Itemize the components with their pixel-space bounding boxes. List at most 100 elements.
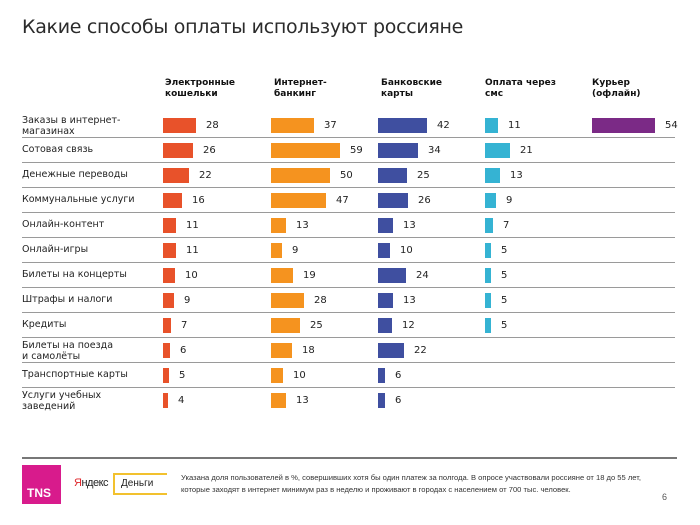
- category-label: Транспортные карты: [22, 369, 152, 380]
- column-header: Электронные кошельки: [165, 78, 265, 100]
- bar: [485, 168, 500, 183]
- bar-value-label: 13: [510, 170, 523, 181]
- tns-logo-text: TNS: [27, 486, 51, 500]
- tns-logo: TNS: [22, 465, 61, 504]
- category-label-line: Заказы в интернет-: [22, 115, 121, 126]
- bar-value-label: 28: [314, 295, 327, 306]
- bar-value-label: 25: [310, 320, 323, 331]
- bar: [378, 143, 418, 158]
- bar-value-label: 34: [428, 145, 441, 156]
- bar-value-label: 21: [520, 145, 533, 156]
- row-divider: [22, 287, 675, 288]
- bar-value-label: 5: [501, 295, 508, 306]
- column-header-line: карты: [381, 89, 413, 99]
- bar-value-label: 11: [186, 245, 199, 256]
- bar: [163, 368, 169, 383]
- bar: [163, 393, 168, 408]
- bar-value-label: 13: [403, 295, 416, 306]
- column-header-line: смс: [485, 89, 504, 99]
- yandex-logo: Яндекс: [74, 477, 108, 489]
- category-label-line: Коммунальные услуги: [22, 194, 135, 205]
- bar: [163, 243, 176, 258]
- bar: [485, 218, 493, 233]
- category-label: Заказы в интернет-магазинах: [22, 115, 152, 137]
- column-header-line: Электронные: [165, 78, 235, 88]
- bar: [271, 318, 300, 333]
- column-header-line: кошельки: [165, 89, 218, 99]
- bar-value-label: 42: [437, 120, 450, 131]
- category-label: Сотовая связь: [22, 144, 152, 155]
- page-title: Какие способы оплаты используют россияне: [22, 16, 464, 38]
- category-label: Билеты на концерты: [22, 269, 152, 280]
- category-label-line: Онлайн-контент: [22, 219, 105, 230]
- bar: [485, 118, 498, 133]
- category-label: Онлайн-игры: [22, 244, 152, 255]
- bar-value-label: 19: [303, 270, 316, 281]
- bar: [163, 268, 175, 283]
- bar: [163, 318, 171, 333]
- category-label: Онлайн-контент: [22, 219, 152, 230]
- bar-value-label: 47: [336, 195, 349, 206]
- bar-value-label: 7: [181, 320, 188, 331]
- column-header-line: банкинг: [274, 89, 316, 99]
- yandex-logo-letter: Я: [74, 477, 82, 489]
- bar-value-label: 6: [395, 395, 402, 406]
- bar: [378, 268, 406, 283]
- footnote: Указана доля пользователей в %, совершив…: [181, 473, 641, 494]
- bar-value-label: 5: [501, 320, 508, 331]
- category-label-line: Штрафы и налоги: [22, 294, 113, 305]
- bar-value-label: 10: [185, 270, 198, 281]
- bar-value-label: 11: [186, 220, 199, 231]
- category-label: Штрафы и налоги: [22, 294, 152, 305]
- page-number: 6: [662, 492, 668, 502]
- bar: [378, 118, 427, 133]
- category-label-line: Билеты на концерты: [22, 269, 127, 280]
- bar: [378, 218, 393, 233]
- bar: [271, 368, 283, 383]
- bar: [378, 168, 407, 183]
- bar-value-label: 26: [418, 195, 431, 206]
- column-header: Курьер (офлайн): [592, 78, 692, 100]
- bar-value-label: 28: [206, 120, 219, 131]
- category-label-line: Кредиты: [22, 319, 67, 330]
- row-divider: [22, 337, 675, 338]
- bar: [485, 243, 491, 258]
- bar-value-label: 50: [340, 170, 353, 181]
- category-label-line: Сотовая связь: [22, 144, 94, 155]
- bar-value-label: 9: [184, 295, 191, 306]
- bar-value-label: 18: [302, 345, 315, 356]
- bar-value-label: 37: [324, 120, 337, 131]
- bar-value-label: 10: [400, 245, 413, 256]
- bar-value-label: 54: [665, 120, 678, 131]
- bar-value-label: 13: [296, 220, 309, 231]
- column-header: Интернет-банкинг: [274, 78, 374, 100]
- bar: [271, 293, 304, 308]
- bar: [163, 343, 170, 358]
- bar-value-label: 12: [402, 320, 415, 331]
- category-label-line: заведений: [22, 401, 76, 412]
- row-divider: [22, 237, 675, 238]
- bar-value-label: 22: [414, 345, 427, 356]
- row-divider: [22, 212, 675, 213]
- category-label: Услуги учебных заведений: [22, 390, 152, 412]
- bar-value-label: 5: [179, 370, 186, 381]
- category-label-line: Билеты на поезда: [22, 340, 114, 351]
- bar: [485, 293, 491, 308]
- bar: [271, 243, 282, 258]
- column-header-line: Интернет-: [274, 78, 327, 88]
- bar-value-label: 59: [350, 145, 363, 156]
- bar: [378, 293, 393, 308]
- category-label: Коммунальные услуги: [22, 194, 152, 205]
- bar: [378, 368, 385, 383]
- bar: [163, 218, 176, 233]
- bar-value-label: 10: [293, 370, 306, 381]
- column-header: Банковские карты: [381, 78, 481, 100]
- bar: [485, 268, 491, 283]
- row-divider: [22, 187, 675, 188]
- column-header: Оплата через смс: [485, 78, 585, 100]
- bar: [271, 193, 326, 208]
- category-label-line: магазинах: [22, 126, 75, 137]
- bar-value-label: 5: [501, 270, 508, 281]
- category-label-line: Транспортные карты: [22, 369, 128, 380]
- bar: [271, 118, 314, 133]
